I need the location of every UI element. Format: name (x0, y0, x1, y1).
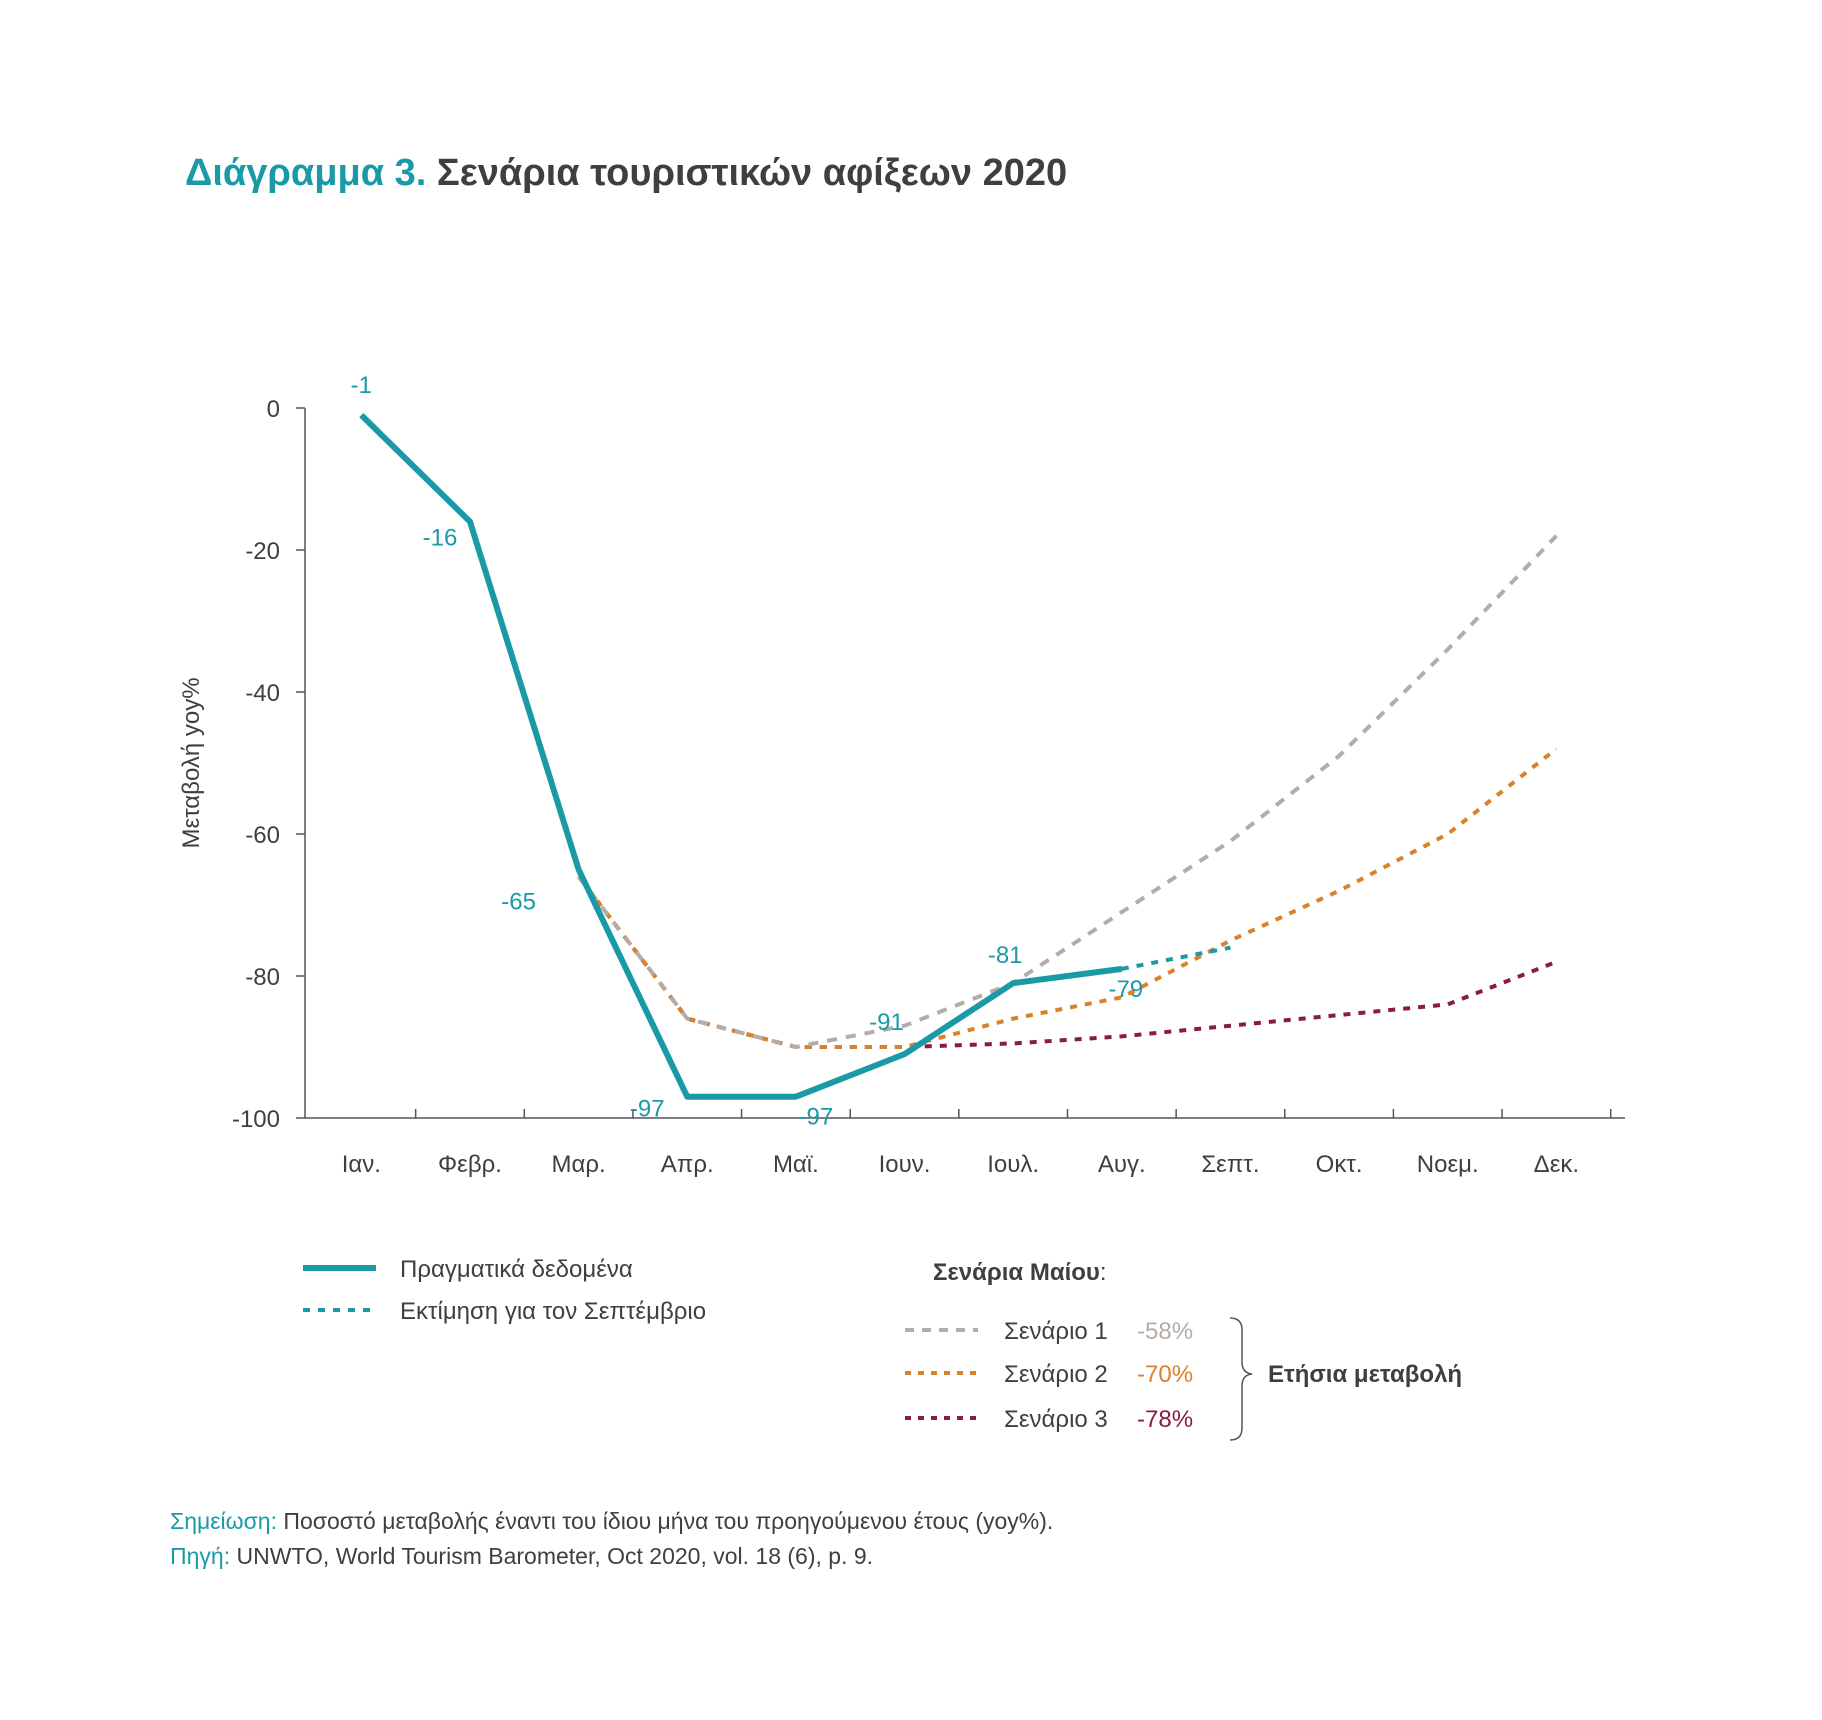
legend-scenarios-heading: Σενάρια Μαίου: (933, 1259, 1107, 1286)
actual-data-label: -1 (351, 372, 372, 399)
x-tick-label: Απρ. (661, 1151, 714, 1178)
legend-scenario2-value: -70% (1137, 1361, 1193, 1388)
x-tick-label: Ιουν. (879, 1151, 931, 1178)
legend-scenarios-heading-text: Σενάρια Μαίου (933, 1259, 1100, 1286)
actual-data-label: -79 (1108, 976, 1143, 1003)
note-label: Σημείωση: (170, 1508, 277, 1534)
chart-title-main: Σενάρια τουριστικών αφίξεων 2020 (436, 152, 1068, 194)
legend-scenario1-label: Σενάριο 1 (1004, 1318, 1108, 1345)
actual-data-label: -97 (799, 1104, 834, 1131)
legend: Πραγματικά δεδομένα Εκτίμηση για τον Σεπ… (303, 1256, 1462, 1441)
x-tick-label: Φεβρ. (438, 1151, 502, 1178)
x-tick-label: Δεκ. (1534, 1151, 1579, 1178)
y-tick-label: -20 (245, 538, 280, 565)
data-labels: -1 -16 -65 -97 -97 -91 -81 -79 (351, 372, 1144, 1131)
note-line: Σημείωση: Ποσοστό μεταβολής έναντι του ί… (170, 1508, 1053, 1535)
y-axis-label: Μεταβολή yoy% (178, 677, 205, 848)
actual-data-label: -16 (423, 525, 458, 552)
x-tick-label: Αυγ. (1098, 1151, 1146, 1178)
legend-scenario3-value: -78% (1137, 1406, 1193, 1433)
source-line: Πηγή: UNWTO, World Tourism Barometer, Oc… (170, 1543, 873, 1570)
series (359, 412, 1558, 1100)
legend-actual-label: Πραγματικά δεδομένα (400, 1256, 633, 1283)
y-tick-label: -100 (232, 1106, 280, 1133)
note-text: Ποσοστό μεταβολής έναντι του ίδιου μήνα … (276, 1508, 1054, 1534)
scenario1-line (577, 534, 1558, 1049)
actual-data-label: -65 (501, 889, 536, 916)
y-tick-label: -60 (245, 822, 280, 849)
actual-data-label: -81 (988, 942, 1023, 969)
actual-data-label: -91 (869, 1009, 904, 1036)
actual-series-line (359, 412, 1123, 1100)
x-tick-label: Ιουλ. (987, 1151, 1039, 1178)
y-tick-label: -40 (245, 680, 280, 707)
source-label: Πηγή: (170, 1543, 231, 1569)
scenario3-line (577, 875, 1558, 1049)
x-tick-label: Μαρ. (552, 1151, 606, 1178)
x-ticks: Ιαν. Φεβρ. Μαρ. Απρ. Μαϊ. Ιουν. Ιουλ. Αυγ. Σεπτ.… (342, 1109, 1612, 1178)
y-ticks: 0 -20 -40 -60 -80 -100 (232, 396, 305, 1133)
september-estimate-line (1121, 945, 1231, 971)
source-text: UNWTO, World Tourism Barometer, Oct 2020… (230, 1543, 874, 1569)
chart-title-prefix: Διάγραμμα 3. (185, 152, 427, 194)
legend-annual-change-label: Ετήσια μεταβολή (1268, 1361, 1462, 1388)
legend-estimate-label: Εκτίμηση για τον Σεπτέμβριο (400, 1298, 706, 1325)
chart-title: Διάγραμμα 3. Σενάρια τουριστικών αφίξεων… (185, 152, 1067, 195)
x-tick-label: Οκτ. (1316, 1151, 1363, 1178)
y-tick-label: 0 (267, 396, 280, 423)
x-tick-label: Σεπτ. (1201, 1151, 1259, 1178)
actual-data-label: -97 (630, 1096, 665, 1123)
y-tick-label: -80 (245, 964, 280, 991)
legend-scenario1-value: -58% (1137, 1318, 1193, 1345)
legend-scenarios-heading-suffix: : (1100, 1259, 1107, 1286)
x-tick-label: Ιαν. (342, 1151, 381, 1178)
legend-scenario2-label: Σενάριο 2 (1004, 1361, 1108, 1388)
data-points (361, 415, 1122, 1097)
scenario2-line (577, 747, 1558, 1049)
x-tick-label: Μαϊ. (773, 1151, 819, 1178)
legend-brace (1229, 1317, 1253, 1441)
x-tick-label: Νοεμ. (1417, 1151, 1479, 1178)
legend-scenario3-label: Σενάριο 3 (1004, 1406, 1108, 1433)
